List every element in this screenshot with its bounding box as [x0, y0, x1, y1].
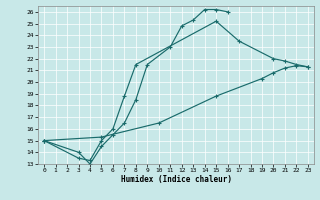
X-axis label: Humidex (Indice chaleur): Humidex (Indice chaleur): [121, 175, 231, 184]
